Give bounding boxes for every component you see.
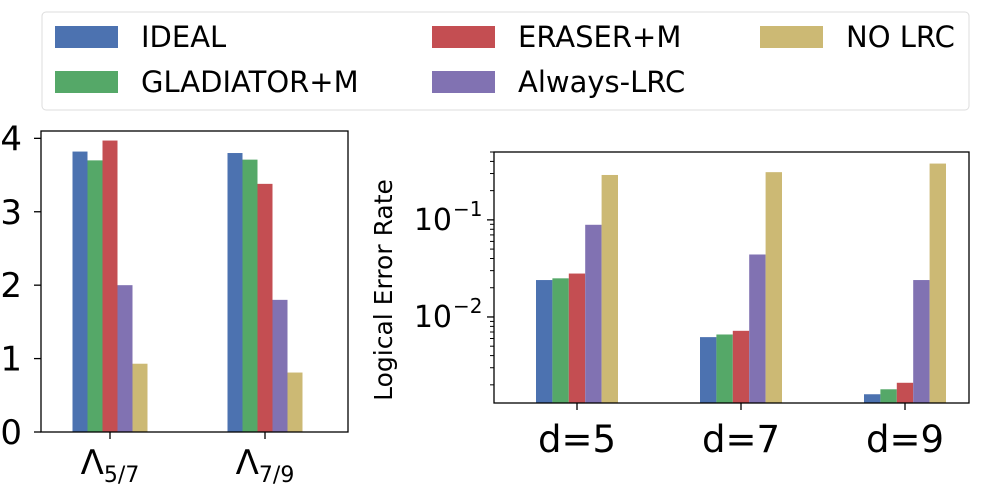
bar-always-lrc-d-7 (749, 254, 766, 403)
bar-ideal-5-7 (72, 151, 88, 432)
legend-swatch-eraser (432, 26, 495, 48)
lambda-y-axis: 0 1 2 3 4 (0, 119, 41, 453)
bar-no-lrc-5-7 (132, 363, 148, 432)
y-tick-exponent: −2 (453, 294, 482, 318)
y-tick-label: 1 (0, 340, 22, 380)
x-tick-label: d=7 (702, 418, 780, 461)
error-rate-y-axis: 10−110−2 (414, 151, 494, 386)
bar-gladiator-m-d-5 (552, 278, 569, 403)
y-tick-label: 10 (414, 203, 452, 238)
legend: IDEAL GLADIATOR+M ERASER+M Always-LRC NO… (41, 11, 970, 111)
legend-swatch-ideal (55, 26, 118, 48)
legend-swatch-no-lrc (760, 26, 823, 48)
lambda-bars (72, 140, 303, 433)
bar-eraser-m-7-9 (257, 183, 273, 432)
legend-label-eraser: ERASER+M (518, 20, 681, 54)
bar-gladiator-m-d-9 (880, 389, 897, 403)
error-rate-bars (536, 163, 946, 403)
error-rate-x-axis: d=5 d=7 d=9 (538, 403, 944, 461)
error-rate-y-label: Logical Error Rate (369, 179, 398, 401)
x-tick-label: Λ5/7 (81, 443, 140, 488)
error-rate-plot-frame (493, 151, 970, 404)
bar-always-lrc-d-9 (913, 280, 930, 403)
lambda-x-axis: Λ5/7 Λ7/9 (81, 432, 295, 488)
legend-swatch-gladiator (55, 71, 118, 93)
bar-no-lrc-d-7 (765, 172, 782, 403)
bar-eraser-m-d-5 (568, 273, 586, 403)
y-tick-label: 0 (0, 413, 22, 453)
legend-label-no-lrc: NO LRC (846, 20, 955, 54)
bar-eraser-m-d-9 (896, 382, 914, 403)
legend-label-ideal: IDEAL (141, 20, 226, 54)
x-tick-label: Λ7/9 (236, 443, 295, 488)
y-tick-label: 10 (414, 300, 452, 335)
x-tick-label: d=9 (866, 418, 944, 461)
error-rate-bar-chart: 10−110−2 d=5 d=7 d=9 Logical Error Rate (369, 151, 970, 461)
bar-ideal-d-5 (536, 280, 553, 403)
bar-gladiator-m-d-7 (716, 334, 733, 403)
bar-always-lrc-7-9 (272, 299, 288, 432)
y-tick-label: 3 (0, 193, 22, 233)
lambda-plot-frame (40, 130, 349, 433)
bar-no-lrc-7-9 (287, 372, 303, 432)
legend-label-always-lrc: Always-LRC (518, 65, 685, 99)
y-tick-exponent: −1 (453, 197, 482, 221)
bar-gladiator-m-7-9 (242, 159, 258, 432)
legend-label-gladiator: GLADIATOR+M (141, 65, 359, 99)
bar-no-lrc-d-5 (601, 174, 618, 403)
bar-no-lrc-d-9 (929, 163, 946, 403)
bar-ideal-7-9 (227, 153, 243, 432)
bar-always-lrc-5-7 (117, 285, 133, 432)
bar-eraser-m-d-7 (732, 330, 750, 403)
bar-always-lrc-d-5 (585, 224, 602, 403)
y-tick-label: 4 (0, 119, 22, 159)
bar-ideal-d-9 (864, 394, 881, 403)
legend-swatch-always-lrc (432, 71, 495, 93)
bar-ideal-d-7 (700, 337, 717, 403)
x-tick-label: d=5 (538, 418, 616, 461)
bar-eraser-m-5-7 (102, 140, 118, 433)
lambda-bar-chart: 0 1 2 3 4 Λ5/7 Λ7/9 (0, 119, 349, 488)
bar-gladiator-m-5-7 (87, 160, 103, 433)
y-tick-label: 2 (0, 266, 22, 306)
legend-frame (41, 11, 970, 111)
